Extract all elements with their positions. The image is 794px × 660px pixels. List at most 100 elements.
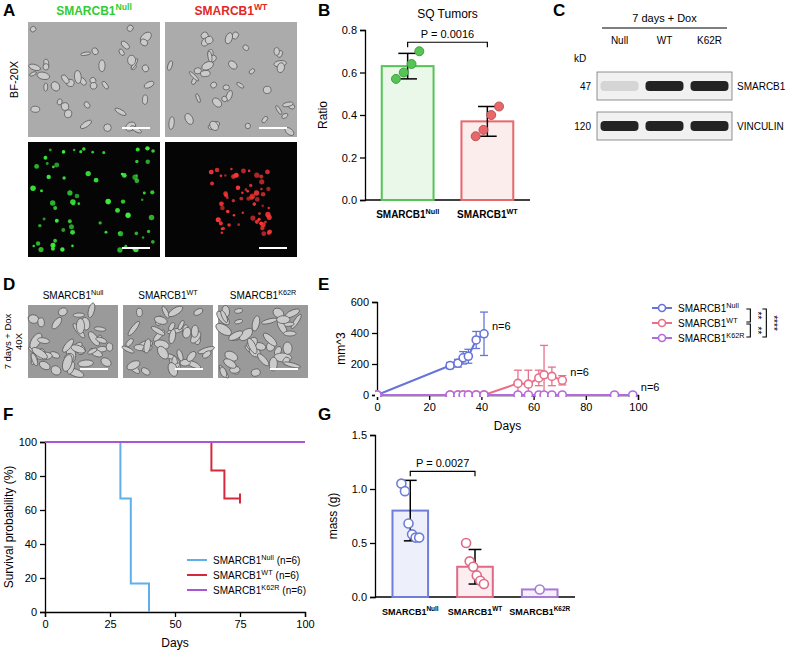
cell	[101, 80, 109, 90]
data-point	[540, 371, 548, 379]
cell	[248, 68, 255, 75]
cell-signal	[232, 199, 235, 202]
tick: 0.0	[342, 194, 365, 206]
cell-signal	[260, 188, 262, 190]
legend-label: SMARCB1Null(n=6)	[213, 553, 300, 566]
cell-signal	[266, 187, 270, 191]
blot-band	[691, 121, 729, 131]
text-part: (n=6)	[277, 555, 301, 566]
cell-signal	[250, 216, 255, 221]
text-part: SMARCB1	[138, 290, 187, 301]
cell	[242, 44, 250, 52]
cell-signal	[151, 149, 155, 153]
cell-signal	[51, 247, 55, 251]
cell	[176, 349, 185, 362]
cell	[261, 115, 269, 124]
error-bar	[478, 107, 497, 137]
superscript: Null	[91, 288, 104, 297]
cell-signal	[151, 240, 155, 244]
annotation: n=6	[492, 320, 511, 332]
chart-title: SQ Tumors	[417, 7, 478, 21]
lane-label: WT	[657, 35, 673, 46]
cell-signal	[248, 170, 251, 173]
annotation: n=6	[570, 366, 589, 378]
tile-background	[218, 305, 308, 378]
cell-signal	[147, 230, 150, 233]
cell-signal	[246, 197, 250, 201]
significance-label: **	[752, 312, 763, 320]
text-part: SMARCB1	[213, 555, 262, 566]
cell-signal	[254, 173, 259, 178]
cell	[223, 85, 229, 90]
cell-signal	[219, 201, 224, 206]
cell-signal	[30, 186, 36, 192]
cell	[234, 319, 243, 325]
annotation: n=6	[641, 381, 660, 393]
cell	[36, 71, 50, 81]
text-part: SMARCB1	[213, 585, 262, 596]
tick-mark	[360, 115, 365, 116]
error-bar	[480, 312, 488, 355]
cell-signal	[241, 192, 244, 195]
significance-bracket	[762, 309, 766, 337]
data-point	[472, 336, 480, 344]
panel-label: F	[3, 405, 13, 424]
cell-signal	[70, 199, 76, 205]
cell	[49, 364, 62, 377]
y-axis: 020406080100	[19, 436, 46, 618]
text-part: SMARCB1	[448, 607, 493, 617]
error-line	[472, 331, 480, 332]
protein-label: SMARCB1	[737, 81, 786, 92]
image-tile	[28, 22, 160, 137]
cell	[283, 342, 293, 355]
cell-signal	[260, 226, 264, 230]
data-point	[375, 391, 381, 397]
data-point	[464, 391, 472, 397]
tick-label: 0	[374, 401, 380, 413]
text-part: SMARCB1	[678, 333, 727, 344]
data-point	[464, 391, 472, 397]
tick-mark	[372, 333, 377, 334]
data-point	[535, 585, 544, 594]
superscript: Null	[261, 553, 274, 562]
tick-label: 20	[25, 572, 37, 584]
cell-signal	[230, 168, 232, 170]
panel-label: E	[318, 275, 329, 294]
scale-bar	[122, 247, 150, 249]
cell	[61, 337, 76, 353]
tick-mark	[40, 510, 45, 511]
cell-signal	[245, 188, 248, 191]
legend-marker	[659, 305, 666, 312]
cell-signal	[43, 218, 46, 221]
data-point	[629, 391, 637, 397]
tile-background	[28, 305, 118, 378]
text-part: SMARCB1	[509, 607, 554, 617]
plot-area	[45, 442, 305, 612]
cell	[31, 106, 40, 112]
superscript: Null	[116, 2, 132, 12]
cell-signal	[239, 197, 243, 201]
cell	[201, 350, 212, 360]
cell-signal	[267, 229, 272, 234]
cell-signal	[224, 174, 227, 177]
data-point	[415, 47, 424, 56]
tick-label: 0	[363, 389, 369, 401]
axis-line	[360, 31, 366, 201]
cell-signal	[219, 221, 223, 225]
tick: 1.5	[352, 429, 375, 441]
tick-label: 400	[351, 327, 369, 339]
cell-signal	[255, 197, 260, 202]
cell-signal	[118, 231, 123, 236]
cell-signal	[75, 194, 80, 199]
row-label: 7 days + Dox	[2, 313, 13, 369]
legend: SMARCB1NullSMARCB1WTSMARCB1K62R	[652, 301, 744, 344]
cell	[140, 366, 151, 376]
cell	[114, 107, 127, 117]
tick: 0.4	[342, 109, 365, 121]
tick-mark	[360, 157, 365, 158]
cell-signal	[220, 174, 223, 177]
tick-label: 80	[580, 401, 592, 413]
image-tile	[214, 305, 308, 379]
tick-mark	[370, 435, 375, 436]
cell	[136, 308, 142, 317]
